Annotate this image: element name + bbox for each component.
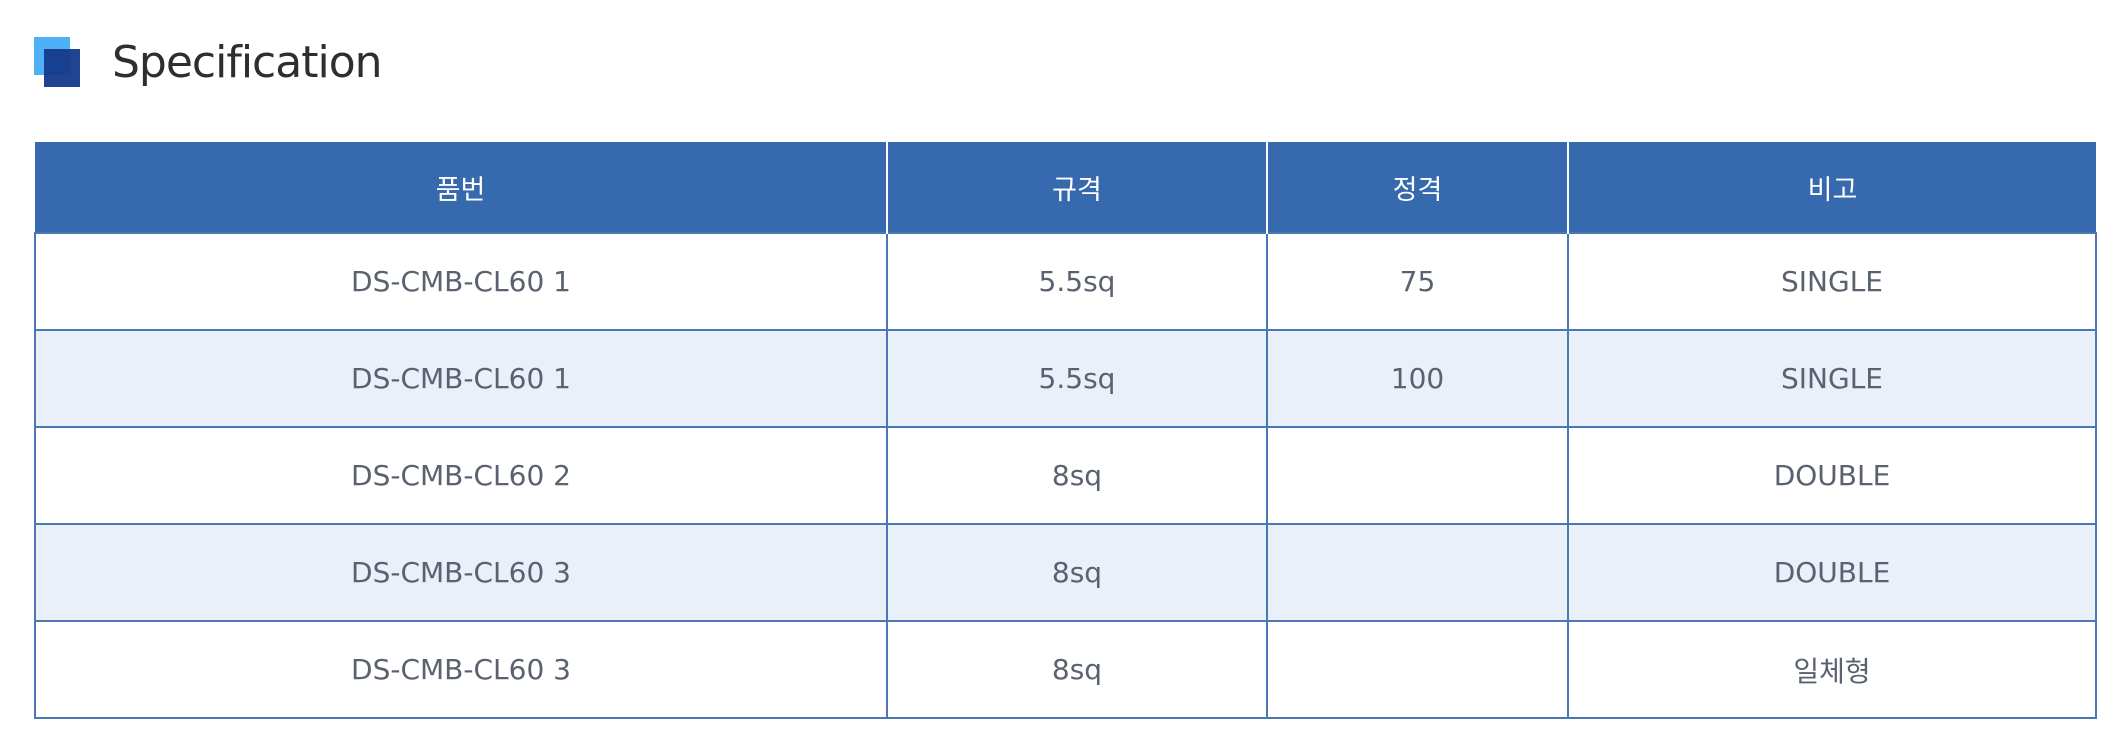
page-title: Specification	[112, 36, 382, 88]
cell-part-number: DS-CMB-CL60 2	[34, 426, 888, 525]
cell-part-number: DS-CMB-CL60 1	[34, 232, 888, 331]
spec-table: 품번 규격 정격 비고 DS-CMB-CL60 1 5.5sq 75 SINGL…	[34, 142, 2097, 719]
cell-remarks: SINGLE	[1567, 329, 2097, 428]
cell-spec: 5.5sq	[886, 329, 1268, 428]
cell-spec: 5.5sq	[886, 232, 1268, 331]
cell-spec: 8sq	[886, 620, 1268, 719]
table-header-row: 품번 규격 정격 비고	[35, 142, 2096, 233]
cell-spec: 8sq	[886, 523, 1268, 622]
table-row: DS-CMB-CL60 1 5.5sq 75 SINGLE	[34, 232, 2097, 331]
header-rating: 정격	[1266, 142, 1568, 233]
cell-remarks: SINGLE	[1567, 232, 2097, 331]
cell-part-number: DS-CMB-CL60 3	[34, 523, 888, 622]
header-remarks: 비고	[1567, 142, 2096, 233]
square-bullet-icon	[34, 37, 84, 87]
cell-spec: 8sq	[886, 426, 1268, 525]
header-part-number: 품번	[35, 142, 887, 233]
cell-remarks: 일체형	[1567, 620, 2097, 719]
cell-rating	[1266, 620, 1569, 719]
cell-part-number: DS-CMB-CL60 3	[34, 620, 888, 719]
section-heading: Specification	[34, 32, 382, 92]
cell-part-number: DS-CMB-CL60 1	[34, 329, 888, 428]
cell-rating: 75	[1266, 232, 1569, 331]
table-row: DS-CMB-CL60 2 8sq DOUBLE	[34, 426, 2097, 525]
table-row: DS-CMB-CL60 3 8sq 일체형	[34, 620, 2097, 719]
cell-remarks: DOUBLE	[1567, 523, 2097, 622]
cell-rating	[1266, 523, 1569, 622]
cell-rating	[1266, 426, 1569, 525]
cell-rating: 100	[1266, 329, 1569, 428]
table-row: DS-CMB-CL60 1 5.5sq 100 SINGLE	[34, 329, 2097, 428]
cell-remarks: DOUBLE	[1567, 426, 2097, 525]
table-row: DS-CMB-CL60 3 8sq DOUBLE	[34, 523, 2097, 622]
header-spec: 규격	[886, 142, 1267, 233]
